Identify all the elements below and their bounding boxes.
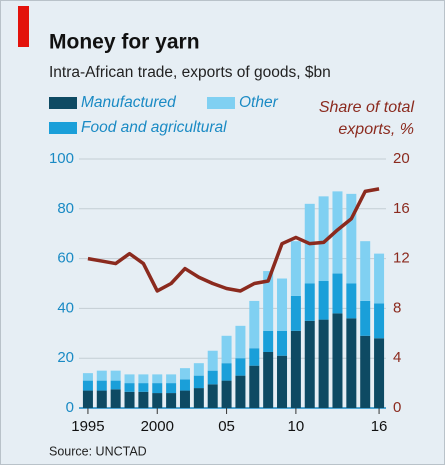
- bar-segment: [346, 318, 357, 408]
- y2-tick-label: 20: [393, 150, 410, 167]
- bar-segment: [193, 375, 204, 389]
- bar-segment: [318, 196, 329, 282]
- red-tag: [18, 6, 29, 47]
- bar-segment: [110, 370, 121, 381]
- bar-segment: [235, 375, 246, 408]
- y2-tick-label: 16: [393, 200, 410, 217]
- bar-segment: [152, 374, 163, 384]
- bar-segment: [152, 383, 163, 394]
- legend-swatch: [49, 122, 77, 134]
- bar-segment: [332, 313, 343, 408]
- bar-segment: [290, 295, 301, 331]
- bar-segment: [277, 330, 288, 356]
- bar-segment: [277, 355, 288, 408]
- bar-segment: [360, 241, 371, 301]
- bar-segment: [318, 319, 329, 408]
- bar-segment: [207, 350, 218, 371]
- bar-segment: [277, 278, 288, 331]
- y2-tick-label: 8: [393, 299, 401, 316]
- bar-segment: [290, 241, 301, 296]
- bar-segment: [96, 370, 107, 381]
- bar-segment: [179, 368, 190, 380]
- bar-segment: [249, 300, 260, 349]
- line-legend: Share of total exports, %: [318, 99, 414, 138]
- bar-segment: [346, 193, 357, 284]
- bar-segment: [138, 391, 149, 408]
- bar-segment: [207, 384, 218, 408]
- bar-segment: [318, 281, 329, 320]
- y-tick-label: 20: [57, 349, 74, 366]
- bar-segment: [124, 374, 135, 384]
- bar-segment: [166, 383, 177, 394]
- bar-segment: [82, 390, 93, 408]
- x-tick-label: 05: [218, 418, 235, 435]
- y2-tick-label: 0: [393, 399, 401, 416]
- bar-segment: [110, 389, 121, 408]
- legend-label: Food and agricultural: [81, 119, 227, 136]
- legend-swatch: [49, 97, 77, 109]
- legend-swatch: [207, 97, 235, 109]
- bar-segment: [138, 383, 149, 392]
- bar-segment: [221, 363, 232, 381]
- chart-title: Money for yarn: [49, 31, 200, 54]
- bar-segment: [304, 283, 315, 321]
- bar-segment: [193, 388, 204, 408]
- y2-tick-label: 12: [393, 250, 410, 267]
- bar-segment: [374, 253, 385, 304]
- x-tick-label: 10: [288, 418, 305, 435]
- bar-segment: [124, 391, 135, 408]
- chart-subtitle: Intra-African trade, exports of goods, $…: [49, 64, 331, 81]
- bar-segment: [346, 283, 357, 319]
- bar-segment: [207, 370, 218, 385]
- bar-segment: [138, 374, 149, 384]
- bar-segment: [360, 300, 371, 336]
- bar-segment: [235, 325, 246, 359]
- bar-segment: [249, 348, 260, 366]
- x-tick-label: 2000: [141, 418, 174, 435]
- source: Source: UNCTAD: [49, 444, 147, 458]
- bar-segment: [263, 330, 274, 352]
- x-tick-label: 1995: [71, 418, 104, 435]
- bar-segment: [110, 380, 121, 390]
- bar-segment: [304, 320, 315, 408]
- bar-segment: [263, 271, 274, 331]
- bar-segment: [249, 365, 260, 408]
- bar-segment: [82, 373, 93, 381]
- bar-segment: [96, 380, 107, 391]
- bar-segment: [82, 380, 93, 391]
- legend-label: Other: [239, 94, 279, 111]
- share-line: [87, 187, 380, 293]
- bar-segment: [166, 374, 177, 384]
- bar-segment: [221, 380, 232, 408]
- bar-segment: [179, 390, 190, 408]
- bar-segment: [193, 363, 204, 376]
- bar-segment: [332, 273, 343, 314]
- bar-segment: [179, 379, 190, 391]
- y-tick-label: 40: [57, 299, 74, 316]
- bar-segment: [374, 303, 385, 339]
- y2-tick-label: 4: [393, 349, 401, 366]
- bar-segment: [332, 191, 343, 274]
- y-tick-label: 100: [49, 150, 74, 167]
- legend-label: Manufactured: [81, 94, 177, 111]
- bar-segment: [96, 390, 107, 408]
- y-tick-label: 0: [66, 399, 74, 416]
- bar-segment: [360, 335, 371, 408]
- y-tick-label: 80: [57, 200, 74, 217]
- x-tick-label: 16: [371, 418, 388, 435]
- bar-segment: [221, 335, 232, 364]
- bar-segment: [124, 383, 135, 392]
- bar-segment: [290, 330, 301, 408]
- bar-segment: [263, 351, 274, 408]
- bar-segment: [374, 338, 385, 408]
- bar-segment: [152, 393, 163, 408]
- bar-segment: [235, 358, 246, 376]
- bar-segment: [166, 393, 177, 408]
- y-tick-label: 60: [57, 250, 74, 267]
